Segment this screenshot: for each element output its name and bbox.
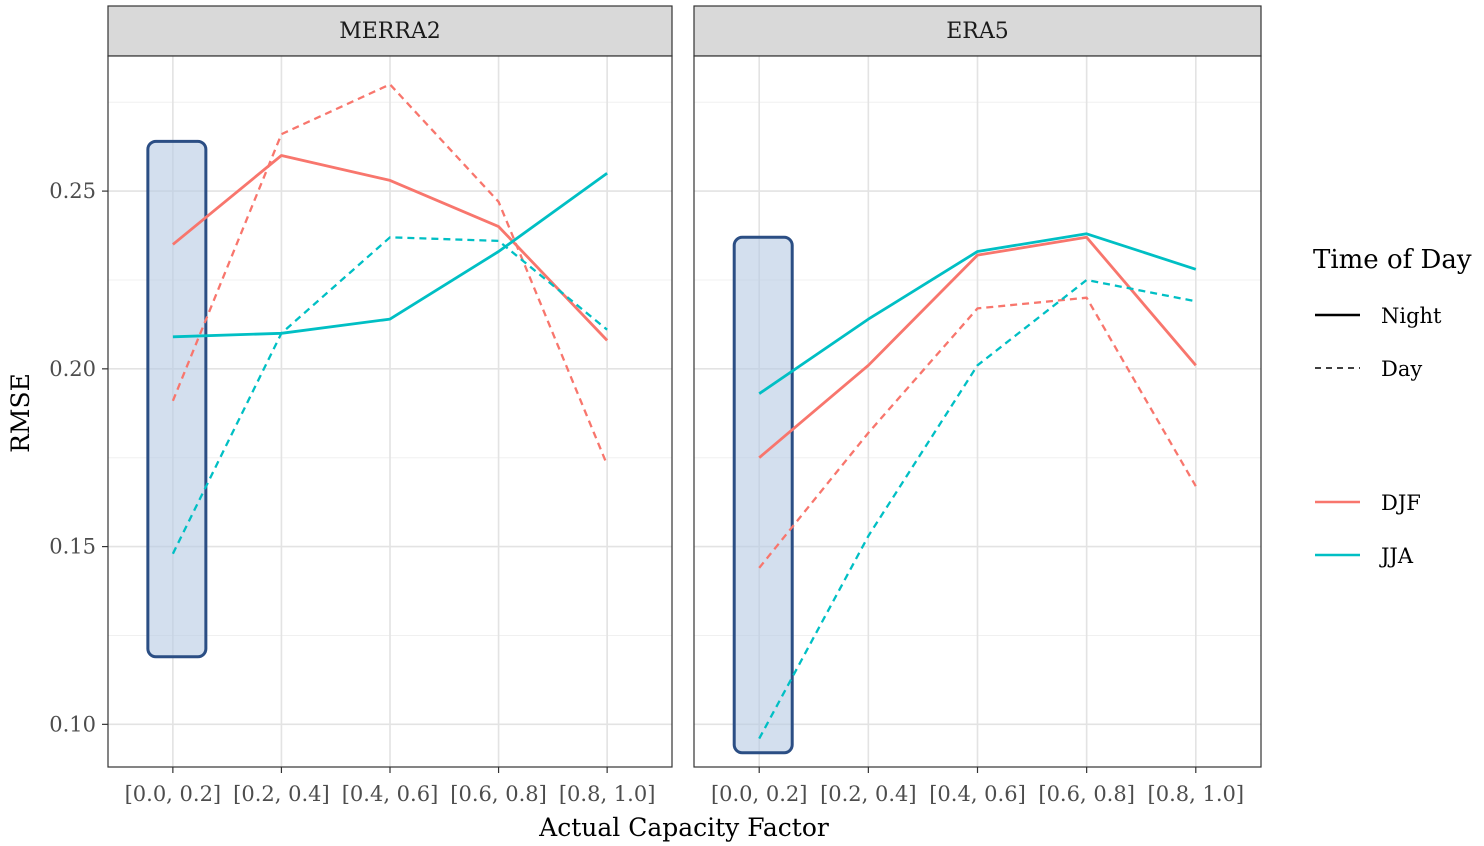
facet-strip-label: MERRA2 (339, 19, 441, 44)
x-tick-label: [0.6, 0.8] (1038, 782, 1135, 806)
panel-era5: ERA5 [0.0, 0.2] [0.2, 0.4] [0.4, 0.6] [0.6, … (693, 5, 1262, 806)
legend-night-label: Night (1381, 304, 1442, 328)
x-tick-label: [0.4, 0.6] (342, 782, 439, 806)
facet-strip-label: ERA5 (946, 19, 1009, 44)
legend-day-label: Day (1381, 357, 1422, 381)
x-tick-label: [0.8, 1.0] (1148, 782, 1245, 806)
x-tick-label: [0.8, 1.0] (559, 782, 656, 806)
highlight-box (732, 235, 794, 755)
series-line-jja-day (171, 236, 608, 555)
legend: Time of Day Night Day DJF JJA (1313, 245, 1472, 568)
panel-merra2: MERRA2 [0.0, 0.2] [0.2, 0.4] [0.4, 0.6] [0.6… (107, 5, 673, 806)
series-line-djf-night (172, 154, 609, 342)
series-line-jja-night (172, 172, 608, 339)
series-line-jja-night (758, 232, 1197, 395)
x-axis-title: Actual Capacity Factor (538, 813, 829, 842)
legend-jja-label: JJA (1379, 544, 1414, 568)
highlight-box (146, 139, 208, 659)
series-line-jja-day (758, 278, 1197, 740)
series-line-djf-day (171, 83, 609, 466)
facet-panels: MERRA2 [0.0, 0.2] [0.2, 0.4] [0.4, 0.6] [0.6… (107, 5, 1262, 806)
facet-strip (693, 5, 1262, 57)
x-tick-label: [0.2, 0.4] (233, 782, 330, 806)
x-tick-label: [0.0, 0.2] (711, 782, 808, 806)
x-tick-label: [0.6, 0.8] (450, 782, 547, 806)
y-tick-label: 0.15 (49, 535, 96, 559)
series-line-djf-night (758, 235, 1197, 459)
legend-title: Time of Day (1313, 245, 1472, 275)
legend-djf-label: DJF (1381, 491, 1421, 515)
series-line-djf-day (758, 296, 1197, 569)
y-tick-label: 0.25 (49, 179, 96, 203)
x-tick-label: [0.4, 0.6] (929, 782, 1026, 806)
y-axis-title: RMSE (6, 373, 35, 453)
facet-strip (107, 5, 673, 57)
y-tick-label: 0.10 (49, 712, 96, 736)
x-tick-label: [0.2, 0.4] (820, 782, 917, 806)
y-tick-label: 0.20 (49, 357, 96, 381)
y-axis: 0.10 0.15 0.20 0.25 (49, 179, 108, 736)
x-tick-label: [0.0, 0.2] (125, 782, 222, 806)
